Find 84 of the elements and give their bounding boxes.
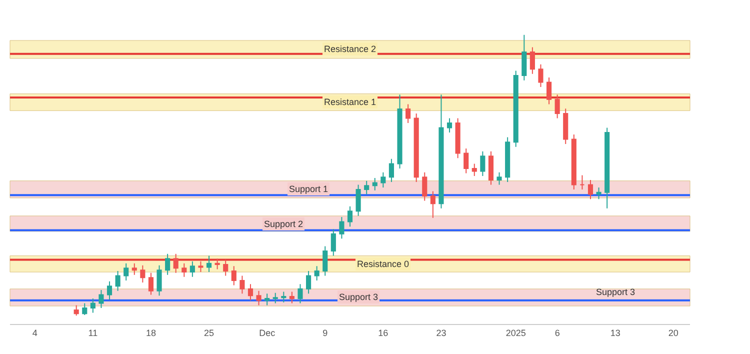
candlestick	[298, 284, 303, 304]
candlestick	[106, 280, 112, 300]
candlestick	[306, 270, 312, 294]
candlestick	[380, 172, 386, 188]
candlestick	[513, 70, 518, 148]
band-label: Resistance 0	[357, 259, 410, 269]
candlestick	[604, 127, 610, 209]
x-tick-label: 11	[88, 328, 98, 338]
candlestick	[330, 228, 336, 256]
candlestick	[98, 290, 104, 308]
x-tick-label: 25	[204, 328, 214, 338]
candlestick	[372, 178, 378, 191]
candlestick	[554, 94, 560, 119]
candlestick	[596, 187, 602, 200]
band-label: Resistance 1	[324, 97, 376, 107]
candlestick	[82, 302, 88, 316]
candlestick	[256, 290, 262, 306]
candlestick	[231, 266, 236, 286]
candlestick	[173, 253, 178, 274]
candlestick	[530, 46, 535, 74]
candlestick	[414, 112, 419, 182]
candlestick	[190, 260, 195, 278]
candlestick	[272, 292, 278, 304]
x-tick-label: 20	[668, 328, 678, 338]
candlestick	[140, 264, 146, 283]
candlestick	[322, 246, 328, 276]
candlestick	[356, 184, 361, 216]
candlestick	[580, 174, 585, 190]
candlestick	[364, 180, 370, 195]
candlestick	[571, 134, 576, 190]
candlestick	[496, 172, 502, 186]
candlestick	[538, 64, 544, 88]
candlestick	[281, 291, 286, 303]
candlestick	[472, 163, 477, 177]
candlestick	[480, 150, 486, 177]
candlestick	[248, 284, 254, 301]
candlestick	[198, 260, 204, 273]
band-label: Support 2	[264, 219, 304, 229]
candlestick	[314, 266, 320, 281]
candlestick	[438, 94, 444, 209]
candlestick	[264, 293, 270, 306]
x-tick-label: 23	[436, 328, 446, 338]
x-tick-label: 6	[554, 328, 560, 338]
candlestick	[124, 262, 129, 281]
candlestick	[156, 264, 162, 296]
candlestick	[74, 304, 79, 316]
candlestick	[148, 272, 154, 296]
band-label: Support 3	[339, 292, 378, 302]
candlestick	[397, 94, 402, 169]
candlestick	[182, 262, 187, 278]
candlestick	[505, 136, 510, 182]
candlestick	[563, 108, 568, 145]
annotation: Support 3	[596, 287, 636, 297]
candlestick	[546, 77, 552, 105]
candlestick	[347, 206, 353, 228]
x-tick-label: 9	[322, 328, 328, 338]
candlestick	[165, 253, 170, 276]
x-tick-label: 16	[378, 328, 388, 338]
candlestick	[206, 255, 212, 273]
candlestick	[464, 148, 469, 174]
x-tick-label: Dec	[259, 328, 276, 338]
candlestick	[422, 172, 428, 202]
candlestick	[90, 298, 96, 314]
candlestick	[406, 104, 411, 124]
band-label: Support 1	[289, 184, 328, 194]
x-tick-label: 13	[610, 328, 620, 338]
candlestick	[455, 118, 460, 159]
candlestick	[522, 34, 527, 81]
candlestick	[115, 270, 120, 292]
candlestick	[240, 275, 245, 294]
candlestick	[132, 262, 137, 276]
candlestick	[388, 158, 394, 182]
candlestick	[223, 259, 228, 276]
x-tick-label: 18	[146, 328, 156, 338]
candlestick	[430, 190, 436, 218]
candlestick	[339, 216, 344, 240]
candlestick	[214, 258, 220, 270]
candlestick	[588, 179, 594, 200]
candlestick	[289, 291, 294, 304]
x-tick-label: 2025	[506, 328, 526, 338]
candlestick	[488, 150, 494, 186]
candlestick	[446, 118, 452, 134]
band-label: Resistance 2	[324, 44, 376, 54]
x-tick-label: 4	[32, 328, 38, 338]
